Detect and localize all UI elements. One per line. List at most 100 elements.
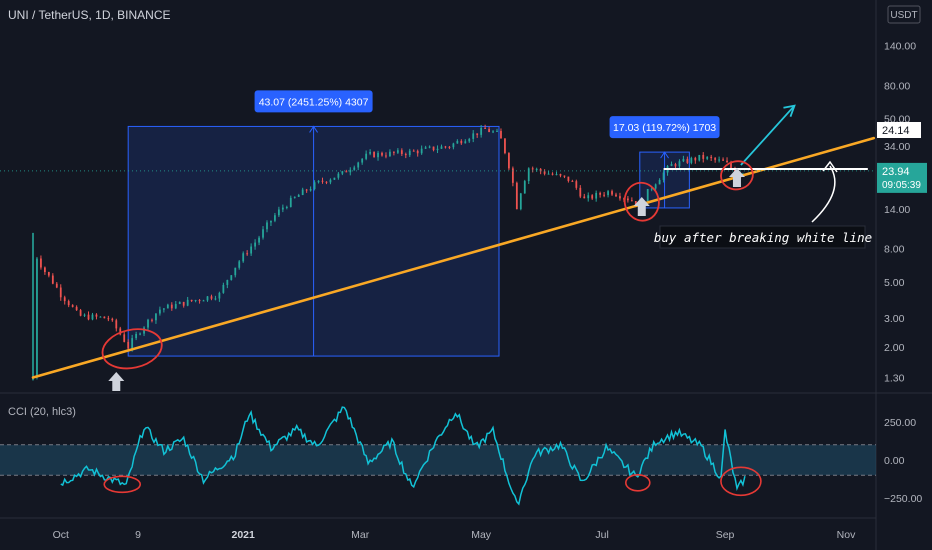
candle-body [432,146,435,151]
candle-body [222,284,225,293]
candle-body [238,261,241,268]
candle-body [559,174,562,176]
candle-body [111,318,114,321]
candle-body [242,253,245,262]
price-tick-label: 34.00 [884,141,910,153]
cci-highlight-circle-1 [103,475,142,494]
candle-body [305,189,308,191]
candle-body [277,209,280,216]
candle-body [155,313,157,321]
candle-body [492,131,494,133]
currency-box [887,5,921,24]
time-tick-label: 2021 [232,529,256,541]
candle-body [349,169,352,173]
candle-body [250,246,253,254]
candle-body [95,314,98,317]
candle-body [523,181,526,194]
candle-body [254,242,256,247]
candle-body [214,298,217,300]
current-price-tag-bg [877,162,927,193]
pointer-curve [811,165,836,223]
candle-body [583,196,586,199]
candle-body [389,151,391,157]
candle-body [103,316,106,319]
candle-body [329,179,332,183]
candle-body [297,194,300,197]
candle-body [444,146,447,148]
candle-body [341,171,344,174]
last-price-tag: 24.14 [882,125,910,137]
highlight-circle-3 [720,160,754,191]
candle-body [595,192,598,199]
countdown-tag: 09:05:39 [882,180,921,191]
candle-body [714,158,717,160]
candle-body [246,253,249,255]
candle-body [373,151,375,158]
candle-body [579,187,582,197]
time-tick-label: Sep [716,529,735,541]
candle-body [515,182,518,210]
candle-body [626,198,629,201]
candle-body [488,128,490,132]
cci-highlight-circle-2 [625,473,651,492]
candle-body [317,180,320,183]
candle-body [476,133,479,135]
candle-body [436,148,439,151]
chart-title: UNI / TetherUS, 1D, BINANCE [8,8,171,22]
highlight-circle-1 [101,328,163,370]
candle-body [194,300,197,302]
measure-arrow-head-1 [309,125,319,133]
price-tick-label: 14.00 [884,204,910,216]
candle-body [59,287,62,298]
candle-body [274,215,276,221]
candle-body [563,175,566,177]
candle-body [159,309,161,314]
candle-body [547,173,550,175]
candle-body [143,327,145,334]
candle-body [698,154,701,161]
candle-body [619,196,621,199]
time-tick-label: Mar [351,529,370,541]
candle-body [289,197,292,207]
up-arrow-marker-1 [108,372,125,391]
candle-body [535,168,538,170]
candle-body [67,301,70,306]
candle-body [166,304,169,309]
candle-body [79,310,82,316]
candle-body [531,168,534,170]
candle-body [285,206,288,208]
candle-body [511,168,514,183]
candle-body [178,301,181,305]
current-price-tag: 23.94 [882,166,910,178]
candle-body [182,301,185,306]
candle-body [337,173,340,178]
time-tick-label: Oct [53,529,69,541]
pointer-head [822,160,838,173]
candle-body [147,319,149,328]
candle-body [710,156,713,159]
candle-body [634,201,637,205]
candle-body [420,148,423,154]
candle-body [404,153,407,156]
candle-body [670,163,673,167]
candle-body [615,194,617,197]
candle-body [504,138,506,154]
measure-arrow-head-2 [660,151,669,159]
candle-body [198,300,201,302]
price-tick-label: 2.00 [884,342,905,354]
candle-body [464,141,467,144]
up-arrow-marker-2 [633,197,650,216]
candle-body [293,196,296,198]
candle-body [377,152,379,158]
time-tick-label: Nov [837,529,856,541]
candle-body [587,195,590,199]
candle-body [36,258,38,378]
candle-body [321,180,324,182]
candle-body [87,314,90,320]
cci-tick-label: −250.00 [884,493,922,505]
candle-body [258,237,260,243]
candle-body [662,172,665,180]
measure-label-bg-1 [254,90,373,113]
time-tick-label: 9 [135,529,141,541]
